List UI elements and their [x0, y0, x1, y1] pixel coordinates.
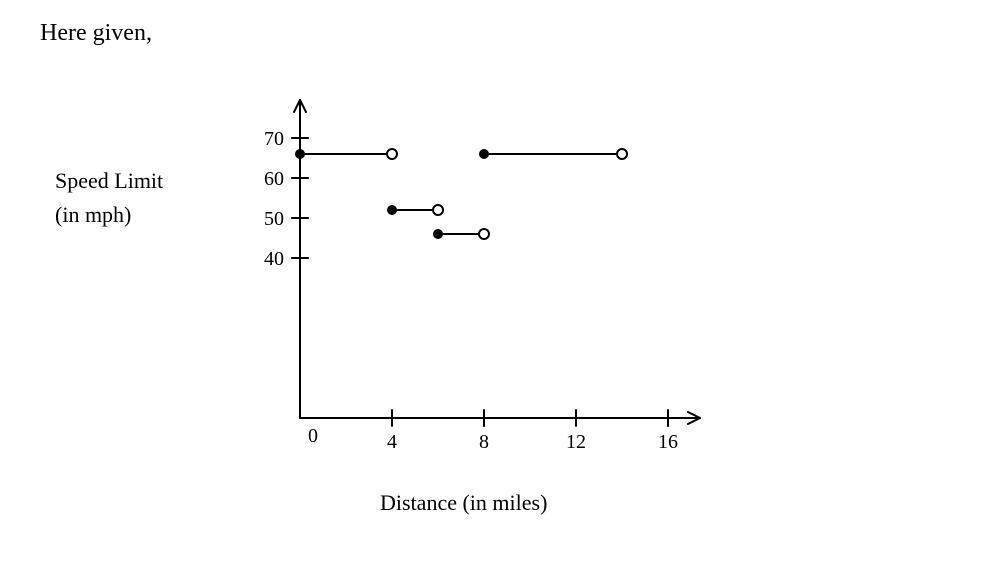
handwritten-chart-page: { "intro_text": "Here given,", "y_axis_l… — [0, 0, 1007, 574]
x-tick-label: 0 — [308, 425, 318, 447]
closed-point-icon — [295, 149, 305, 159]
y-tick-label: 70 — [264, 128, 284, 150]
x-tick-label: 8 — [479, 431, 489, 453]
closed-point-icon — [479, 149, 489, 159]
open-point-icon — [387, 149, 397, 159]
open-point-icon — [479, 229, 489, 239]
y-tick-label: 60 — [264, 168, 284, 190]
closed-point-icon — [433, 229, 443, 239]
y-tick-label: 40 — [264, 248, 284, 270]
open-point-icon — [617, 149, 627, 159]
open-point-icon — [433, 205, 443, 215]
closed-point-icon — [387, 205, 397, 215]
x-tick-label: 12 — [566, 431, 586, 453]
x-tick-label: 4 — [387, 431, 397, 453]
x-tick-label: 16 — [658, 431, 678, 453]
y-tick-label: 50 — [264, 208, 284, 230]
chart-canvas: 40 50 60 70 0 4 8 12 16 — [0, 0, 1007, 574]
